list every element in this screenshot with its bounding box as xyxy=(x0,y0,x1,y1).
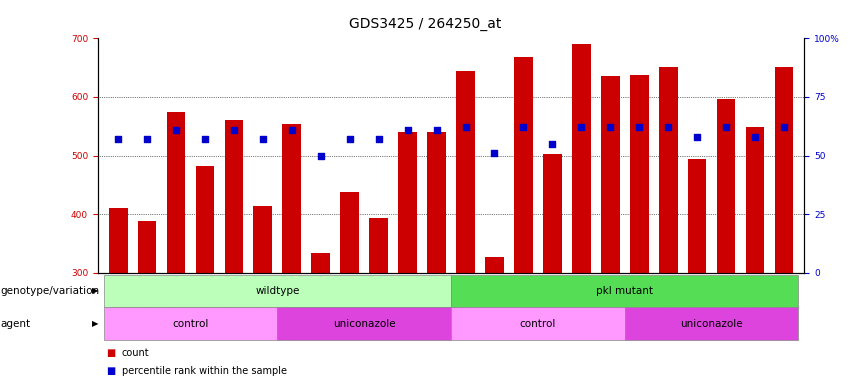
Bar xyxy=(745,127,764,273)
Bar xyxy=(451,307,625,340)
Bar xyxy=(774,67,793,273)
Bar xyxy=(225,121,243,273)
Bar xyxy=(109,208,128,273)
Bar xyxy=(485,257,504,273)
Point xyxy=(632,124,646,131)
Text: count: count xyxy=(122,348,149,358)
Bar xyxy=(398,132,417,273)
Point xyxy=(285,127,299,133)
Text: ▶: ▶ xyxy=(92,286,99,295)
Text: genotype/variation: genotype/variation xyxy=(1,286,100,296)
Point xyxy=(661,124,675,131)
Bar xyxy=(572,44,591,273)
Bar xyxy=(717,99,735,273)
Point xyxy=(517,124,530,131)
Bar xyxy=(104,275,451,307)
Bar xyxy=(659,67,677,273)
Point xyxy=(169,127,183,133)
Point xyxy=(111,136,125,142)
Point xyxy=(372,136,386,142)
Bar xyxy=(601,76,620,273)
Bar xyxy=(167,112,186,273)
Point xyxy=(343,136,357,142)
Bar xyxy=(311,253,330,273)
Bar xyxy=(340,192,359,273)
Text: percentile rank within the sample: percentile rank within the sample xyxy=(122,366,287,376)
Bar xyxy=(514,57,533,273)
Point xyxy=(690,134,704,140)
Bar xyxy=(254,206,272,273)
Point xyxy=(314,152,328,159)
Text: ■: ■ xyxy=(106,348,116,358)
Bar xyxy=(451,275,798,307)
Bar xyxy=(625,307,798,340)
Point xyxy=(603,124,617,131)
Point xyxy=(227,127,241,133)
Text: uniconazole: uniconazole xyxy=(333,318,396,329)
Text: GDS3425 / 264250_at: GDS3425 / 264250_at xyxy=(349,17,502,31)
Point xyxy=(198,136,212,142)
Text: pkl mutant: pkl mutant xyxy=(597,286,654,296)
Point xyxy=(430,127,443,133)
Text: control: control xyxy=(172,318,208,329)
Bar xyxy=(283,124,301,273)
Point xyxy=(401,127,414,133)
Text: ▶: ▶ xyxy=(92,319,99,328)
Bar xyxy=(456,71,475,273)
Text: agent: agent xyxy=(1,318,31,329)
Point xyxy=(748,134,762,140)
Point xyxy=(488,150,501,156)
Bar xyxy=(369,218,388,273)
Text: ■: ■ xyxy=(106,366,116,376)
Bar xyxy=(543,154,562,273)
Bar xyxy=(104,307,277,340)
Bar xyxy=(277,307,451,340)
Bar xyxy=(138,221,157,273)
Bar xyxy=(196,166,214,273)
Text: uniconazole: uniconazole xyxy=(680,318,743,329)
Point xyxy=(140,136,154,142)
Bar xyxy=(688,159,706,273)
Point xyxy=(777,124,791,131)
Bar xyxy=(630,75,648,273)
Text: control: control xyxy=(520,318,556,329)
Text: wildtype: wildtype xyxy=(255,286,300,296)
Point xyxy=(459,124,472,131)
Point xyxy=(719,124,733,131)
Point xyxy=(545,141,559,147)
Point xyxy=(574,124,588,131)
Bar xyxy=(427,132,446,273)
Point xyxy=(256,136,270,142)
